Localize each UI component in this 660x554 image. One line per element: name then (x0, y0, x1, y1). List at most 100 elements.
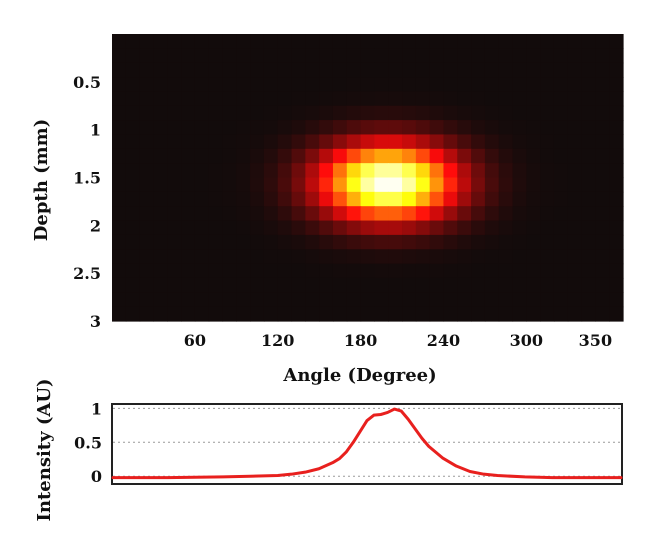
heatmap-cell (360, 48, 375, 64)
heatmap-cell (263, 77, 279, 92)
heatmap-cell (208, 263, 224, 279)
heatmap-cell (498, 134, 514, 150)
heatmap-cell (415, 105, 431, 121)
heatmap-cell (139, 105, 155, 121)
heatmap-cell (609, 148, 624, 164)
heatmap-cell (471, 292, 486, 308)
heatmap-cell (208, 177, 224, 193)
heatmap-cells (112, 34, 624, 322)
heatmap-cell (139, 134, 155, 150)
heatmap-cell (595, 234, 610, 250)
heatmap-cell (457, 249, 472, 265)
heatmap-cell (457, 163, 472, 179)
heatmap-cell (319, 105, 334, 121)
heatmap-cell (581, 277, 596, 293)
heatmap-cell (208, 206, 224, 222)
heatmap-cell (208, 220, 224, 236)
heatmap-cell (181, 34, 196, 49)
heatmap-cell (498, 191, 514, 207)
heatmap-cell (388, 263, 403, 279)
heatmap-cell (153, 306, 168, 322)
heatmap-cell (415, 48, 431, 64)
heatmap-cell (512, 306, 527, 322)
heatmap-cell (567, 191, 583, 207)
heatmap-cell (346, 62, 362, 78)
heatmap-cell (402, 48, 417, 64)
heatmap-cell (236, 292, 251, 308)
heatmap-cell (181, 48, 196, 64)
heatmap-cell (236, 77, 251, 92)
heatmap-cell (553, 62, 569, 78)
heatmap-cell (457, 234, 472, 250)
heatmap-cell (263, 48, 279, 64)
heatmap-cell (540, 249, 555, 265)
heatmap-cell (484, 91, 500, 107)
heatmap-cell (277, 105, 293, 121)
heatmap-cell (112, 62, 127, 78)
heatmap-cell (443, 206, 458, 222)
heatmap-y-tick-label: 1 (90, 121, 101, 140)
heatmap-cell (581, 220, 596, 236)
heatmap-cell (112, 34, 127, 49)
heatmap-cell (484, 234, 500, 250)
heatmap-cell (181, 105, 196, 121)
heatmap-cell (139, 77, 155, 92)
heatmap-cell (319, 220, 334, 236)
heatmap-cell (429, 206, 445, 222)
heatmap-cell (305, 292, 320, 308)
heatmap-cell (153, 191, 168, 207)
heatmap-cell (443, 292, 458, 308)
heatmap-cell (263, 206, 279, 222)
heatmap-cell (332, 306, 348, 322)
heatmap-cell (429, 91, 445, 107)
heatmap-cell (346, 120, 362, 136)
heatmap-cell (498, 306, 514, 322)
heatmap-cell (443, 134, 458, 150)
heatmap-cell (471, 62, 486, 78)
heatmap-cell (498, 234, 514, 250)
heatmap-cell (250, 191, 265, 207)
heatmap-y-tick-label: 1.5 (73, 169, 101, 188)
heatmap-cell (484, 34, 500, 49)
heatmap-cell (153, 34, 168, 49)
heatmap-y-tick-label: 0.5 (73, 73, 101, 92)
heatmap-cell (139, 191, 155, 207)
heatmap-cell (553, 234, 569, 250)
heatmap-cell (457, 77, 472, 92)
heatmap-cell (139, 220, 155, 236)
heatmap-cell (457, 91, 472, 107)
heatmap-cell (609, 120, 624, 136)
heatmap-cell (567, 292, 583, 308)
heatmap-cell (388, 148, 403, 164)
heatmap-cell (181, 206, 196, 222)
heatmap-cell (125, 191, 141, 207)
heatmap-cell (208, 48, 224, 64)
heatmap-cell (457, 48, 472, 64)
heatmap-cell (429, 191, 445, 207)
intensity-y-tick-label: 0 (91, 467, 102, 486)
heatmap-cell (360, 292, 375, 308)
heatmap-cell (609, 163, 624, 179)
heatmap-cell (305, 120, 320, 136)
heatmap-cell (305, 191, 320, 207)
intensity-series-line (111, 407, 623, 480)
heatmap-y-tick-label: 2.5 (73, 264, 101, 283)
intensity-y-tick-label: 1 (91, 399, 102, 418)
heatmap-cell (388, 206, 403, 222)
heatmap-cell (263, 220, 279, 236)
heatmap-cell (139, 249, 155, 265)
heatmap-cell (415, 306, 431, 322)
heatmap-cell (443, 77, 458, 92)
heatmap-cell (167, 191, 182, 207)
heatmap-cell (526, 191, 541, 207)
heatmap-cell (595, 77, 610, 92)
heatmap-cell (125, 105, 141, 121)
heatmap-cell (360, 163, 375, 179)
heatmap-cell (581, 148, 596, 164)
heatmap-cell (553, 263, 569, 279)
heatmap-cell (153, 234, 168, 250)
heatmap-cell (305, 34, 320, 49)
heatmap-cell (471, 206, 486, 222)
heatmap-cell (332, 134, 348, 150)
heatmap-cell (319, 263, 334, 279)
